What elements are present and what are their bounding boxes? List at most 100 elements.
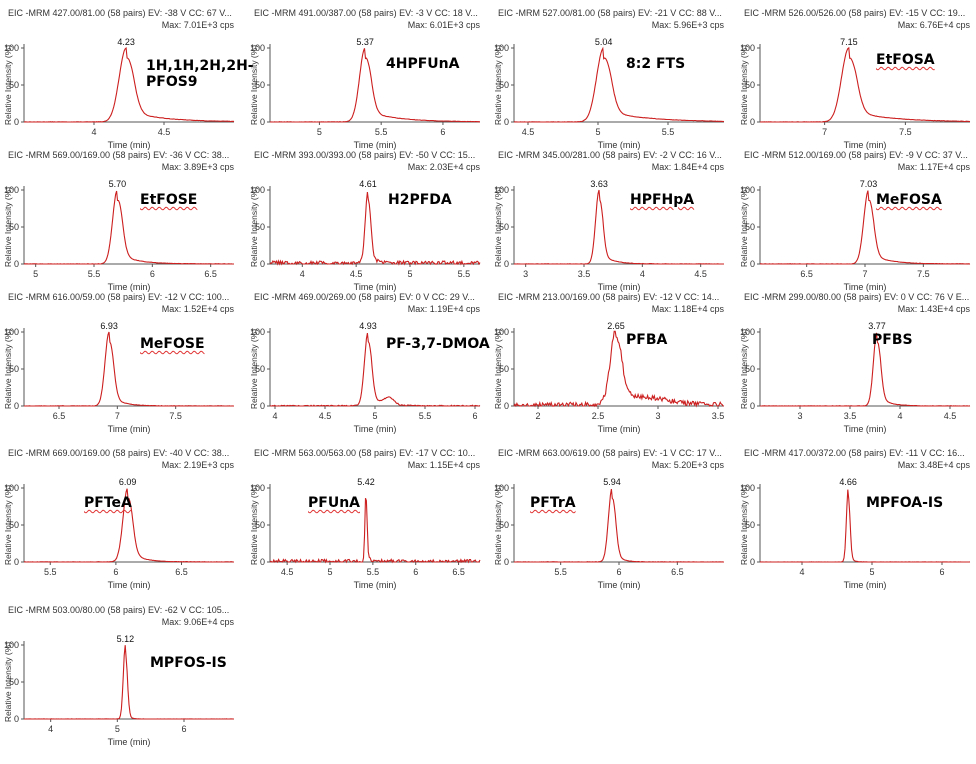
x-axis-title: Time (min) — [108, 580, 151, 590]
y-tick-label: 50 — [499, 364, 509, 374]
chromatogram-trace — [760, 46, 971, 123]
peak-retention-label: 5.12 — [117, 634, 135, 644]
peak-retention-label: 4.93 — [359, 321, 377, 331]
y-tick-label: 0 — [14, 401, 19, 411]
chromatogram-panel-3: EIC -MRM 527.00/81.00 (58 pairs) EV: -21… — [490, 8, 732, 156]
compound-name: PF-3,7-DMOA — [386, 336, 490, 352]
y-tick-label: 100 — [740, 327, 755, 337]
compound-name: EtFOSA — [876, 52, 935, 68]
y-tick-label: 100 — [740, 185, 755, 195]
y-axis-title: Relative Intensity (%) — [249, 329, 259, 409]
y-tick-label: 0 — [260, 117, 265, 127]
x-axis-title: Time (min) — [354, 580, 397, 590]
y-axis-title: Relative Intensity (%) — [3, 45, 13, 125]
x-tick-label: 4.5 — [694, 269, 707, 279]
eic-header: EIC -MRM 491.00/387.00 (58 pairs) EV: -3… — [254, 8, 478, 18]
y-tick-label: 50 — [499, 80, 509, 90]
x-tick-label: 2 — [535, 411, 540, 421]
chromatogram-panel-9: EIC -MRM 616.00/59.00 (58 pairs) EV: -12… — [0, 292, 242, 440]
y-tick-label: 0 — [14, 557, 19, 567]
eic-header: EIC -MRM 427.00/81.00 (58 pairs) EV: -38… — [8, 8, 232, 18]
y-axis-title: Relative Intensity (%) — [739, 45, 749, 125]
y-axis-title: Relative Intensity (%) — [739, 187, 749, 267]
max-intensity: Max: 1.84E+4 cps — [651, 162, 724, 172]
chromatogram-plot: 0 50 100 5 5.5 6 Time (min) Relative Intensity … — [249, 37, 481, 150]
chromatogram-panel-8: EIC -MRM 512.00/169.00 (58 pairs) EV: -9… — [736, 150, 976, 298]
y-tick-label: 50 — [499, 520, 509, 530]
x-tick-label: 5.5 — [88, 269, 101, 279]
y-tick-label: 100 — [494, 327, 509, 337]
x-tick-label: 6 — [181, 724, 186, 734]
max-intensity: Max: 7.01E+3 cps — [161, 20, 234, 30]
x-tick-label: 5.5 — [375, 127, 388, 137]
chromatogram-plot: 0 50 100 4 5 6 Time (min) Relative Intensity (%… — [739, 477, 971, 590]
y-tick-label: 0 — [14, 714, 19, 724]
x-tick-label: 4.5 — [158, 127, 171, 137]
x-tick-label: 3 — [797, 411, 802, 421]
y-axis-title: Relative Intensity (%) — [249, 485, 259, 565]
x-axis-title: Time (min) — [108, 140, 151, 150]
chromatogram-plot: 0 50 100 5.5 6 6.5 Time (min) Relative Intensit… — [493, 477, 724, 590]
x-tick-label: 5.5 — [367, 567, 380, 577]
eic-header: EIC -MRM 213.00/169.00 (58 pairs) EV: -1… — [498, 292, 720, 302]
peak-retention-label: 3.63 — [590, 179, 608, 189]
x-tick-label: 4.5 — [522, 127, 535, 137]
max-intensity: Max: 6.76E+4 cps — [897, 20, 970, 30]
max-intensity: Max: 1.52E+4 cps — [161, 304, 234, 314]
compound-name: MPFOS-IS — [150, 655, 227, 671]
peak-retention-label: 5.70 — [109, 179, 127, 189]
x-tick-label: 4 — [640, 269, 645, 279]
y-tick-label: 0 — [750, 401, 755, 411]
chromatogram-panel-13: EIC -MRM 669.00/169.00 (58 pairs) EV: -4… — [0, 448, 242, 596]
compound-name: 4HPFUnA — [386, 56, 460, 72]
chromatogram-trace — [269, 192, 481, 266]
peak-retention-label: 3.77 — [868, 321, 886, 331]
y-tick-label: 50 — [9, 364, 19, 374]
chromatogram-trace — [513, 330, 725, 408]
compound-name: PFBA — [626, 332, 668, 348]
x-tick-label: 5.5 — [44, 567, 57, 577]
x-tick-label: 4 — [91, 127, 96, 137]
x-tick-label: 6.5 — [175, 567, 188, 577]
x-axis-title: Time (min) — [598, 580, 641, 590]
eic-header: EIC -MRM 512.00/169.00 (58 pairs) EV: -9… — [744, 150, 968, 160]
chromatogram-panel-12: EIC -MRM 299.00/80.00 (58 pairs) EV: 0 V… — [736, 292, 976, 440]
eic-header: EIC -MRM 663.00/619.00 (58 pairs) EV: -1… — [498, 448, 722, 458]
y-tick-label: 50 — [255, 80, 265, 90]
x-tick-label: 6.5 — [204, 269, 217, 279]
max-intensity: Max: 1.18E+4 cps — [651, 304, 724, 314]
peak-retention-label: 2.65 — [607, 321, 625, 331]
compound-name: EtFOSE — [140, 192, 198, 208]
y-tick-label: 0 — [260, 401, 265, 411]
x-tick-label: 4 — [300, 269, 305, 279]
max-intensity: Max: 3.48E+4 cps — [897, 460, 970, 470]
chromatogram-plot: 0 50 100 5 5.5 6 6.5 Time (min) Relative Intensi… — [3, 179, 234, 292]
compound-name: PFBS — [872, 332, 913, 348]
x-tick-label: 7 — [822, 127, 827, 137]
chromatogram-panel-10: EIC -MRM 469.00/269.00 (58 pairs) EV: 0 … — [246, 292, 490, 440]
chromatogram-trace — [24, 488, 234, 563]
x-tick-label: 7 — [862, 269, 867, 279]
max-intensity: Max: 9.06E+4 cps — [161, 617, 234, 627]
peak-retention-label: 6.09 — [119, 477, 137, 487]
chromatogram-trace — [513, 489, 724, 563]
chromatogram-plot: 0 50 100 6.5 7 7.5 Time (min) Relative Intensit… — [3, 321, 234, 434]
y-tick-label: 0 — [504, 401, 509, 411]
chromatogram-trace — [24, 190, 234, 265]
chromatogram-plot: 0 50 100 2 2.5 3 3.5 Time (min) Relative Intensi… — [493, 321, 725, 434]
y-tick-label: 50 — [9, 677, 19, 687]
y-tick-label: 100 — [250, 327, 265, 337]
chromatogram-plot: 0 50 100 7 7.5 Time (min) Relative Intensity (… — [739, 37, 971, 150]
y-tick-label: 100 — [250, 43, 265, 53]
max-intensity: Max: 2.19E+3 cps — [161, 460, 234, 470]
y-tick-label: 100 — [4, 640, 19, 650]
peak-retention-label: 7.15 — [840, 37, 858, 47]
chromatogram-trace — [24, 331, 234, 407]
x-tick-label: 3.5 — [578, 269, 591, 279]
y-tick-label: 0 — [504, 259, 509, 269]
eic-header: EIC -MRM 393.00/393.00 (58 pairs) EV: -5… — [254, 150, 476, 160]
y-tick-label: 50 — [255, 520, 265, 530]
chromatogram-plot: 0 50 100 6.5 7 7.5 Time (min) Relative Intensit… — [739, 179, 971, 292]
chromatogram-panel-6: EIC -MRM 393.00/393.00 (58 pairs) EV: -5… — [246, 150, 488, 298]
x-tick-label: 4 — [799, 567, 804, 577]
